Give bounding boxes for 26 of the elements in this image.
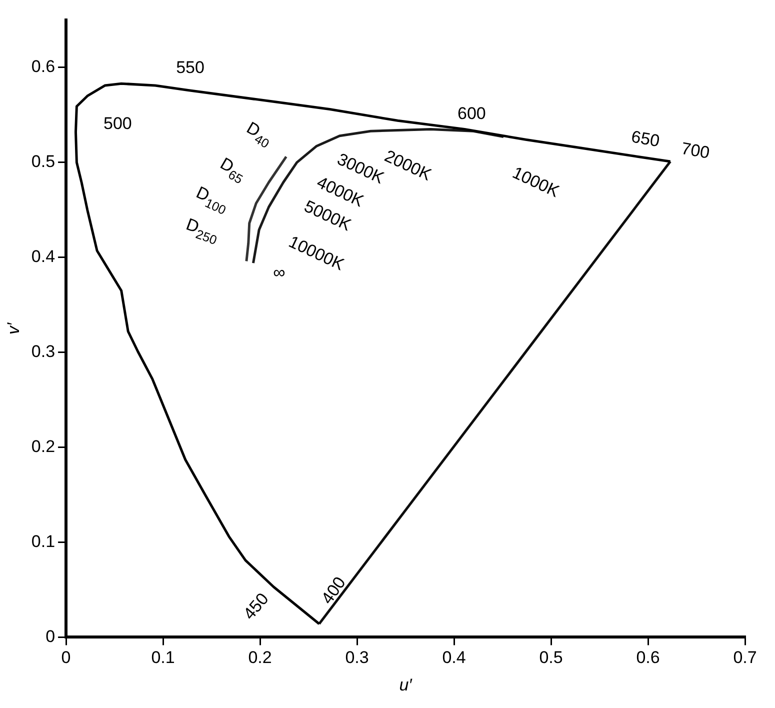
annotation: D40 bbox=[243, 118, 272, 152]
y-axis-title: v′ bbox=[4, 322, 23, 334]
x-tick-label: 0.3 bbox=[345, 648, 369, 668]
x-tick-label: 0.5 bbox=[539, 648, 563, 668]
x-tick-label: 0.2 bbox=[248, 648, 272, 668]
annotation: 500 bbox=[104, 114, 132, 134]
y-tick-label: 0.4 bbox=[31, 247, 56, 266]
y-tick-label: 0 bbox=[46, 626, 56, 646]
annotation: 700 bbox=[680, 138, 712, 162]
y-tick-label: 0.1 bbox=[31, 532, 56, 551]
x-tick-label: 0.4 bbox=[442, 648, 466, 668]
x-tick-label: 0 bbox=[61, 648, 71, 668]
x-tick-label: 0.7 bbox=[733, 648, 757, 668]
y-tick-label: 0.2 bbox=[31, 436, 56, 456]
annotation: 550 bbox=[176, 58, 204, 77]
annotation: ∞ bbox=[273, 262, 286, 282]
x-tick-label: 0.1 bbox=[151, 648, 175, 668]
x-axis-title: u′ bbox=[399, 676, 413, 695]
annotation: 450 bbox=[240, 589, 272, 624]
y-tick-label: 0.6 bbox=[31, 57, 56, 76]
annotation: 650 bbox=[630, 127, 662, 151]
annotation: 600 bbox=[458, 104, 486, 123]
y-tick-label: 0.5 bbox=[31, 152, 56, 172]
annotation: 400 bbox=[318, 573, 350, 608]
x-tick-label: 0.6 bbox=[636, 648, 660, 668]
y-tick-label: 0.3 bbox=[31, 342, 56, 362]
